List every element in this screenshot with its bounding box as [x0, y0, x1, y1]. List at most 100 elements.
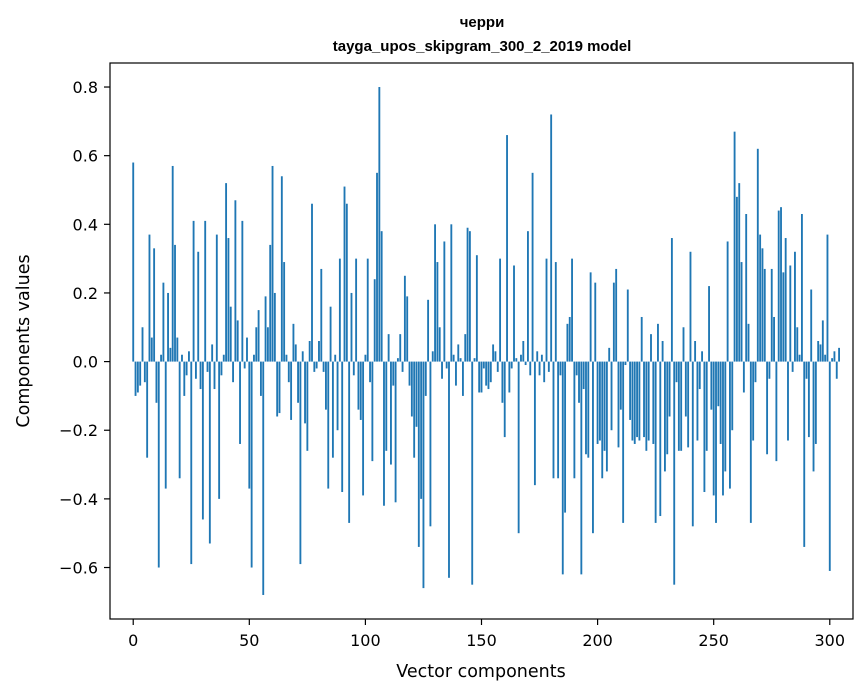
bar	[306, 361, 309, 451]
bar	[580, 361, 583, 575]
bar	[362, 361, 365, 496]
bar	[299, 361, 302, 565]
bar	[761, 248, 764, 362]
bar	[503, 361, 506, 438]
bar	[253, 354, 255, 362]
bar	[657, 323, 659, 362]
bar	[146, 361, 149, 458]
bar	[283, 262, 286, 362]
bar	[455, 361, 457, 386]
bar	[327, 361, 330, 489]
bar	[624, 361, 627, 366]
bar	[731, 361, 734, 431]
bar	[132, 162, 135, 362]
bar	[803, 361, 806, 547]
bar	[383, 361, 385, 506]
y-tick-label: −0.2	[59, 421, 98, 440]
bar	[160, 354, 163, 362]
bar	[345, 203, 348, 362]
bar	[457, 344, 460, 362]
bar	[759, 234, 762, 362]
bar	[689, 251, 692, 362]
bar	[770, 268, 773, 362]
bar	[320, 268, 323, 362]
bar	[143, 361, 146, 383]
bar	[603, 361, 606, 451]
bar	[315, 361, 318, 369]
bar	[712, 361, 715, 496]
bar	[385, 361, 388, 451]
bar	[622, 361, 625, 523]
bar	[596, 361, 599, 444]
bar	[807, 361, 810, 438]
bar	[559, 361, 562, 376]
bar	[496, 361, 499, 372]
bar	[494, 351, 497, 362]
bar	[733, 131, 736, 362]
bar	[448, 361, 450, 578]
bar	[726, 241, 729, 362]
bar	[691, 361, 694, 527]
bar	[545, 258, 548, 362]
bar	[250, 361, 253, 568]
bar	[585, 361, 587, 455]
bar	[174, 244, 176, 362]
bar	[239, 361, 241, 444]
x-tick-label: 0	[128, 631, 138, 650]
bar	[185, 361, 188, 376]
bar	[582, 361, 585, 390]
bar	[406, 296, 409, 362]
bar	[318, 341, 320, 362]
bar	[218, 361, 221, 499]
bar	[527, 231, 529, 362]
bar	[331, 361, 334, 458]
bar	[515, 358, 518, 362]
bar	[636, 361, 638, 438]
bar	[352, 361, 355, 376]
bar	[773, 316, 775, 362]
bar	[475, 255, 478, 362]
bar	[696, 361, 699, 441]
bar	[540, 354, 543, 362]
bar	[664, 361, 666, 472]
bar	[756, 148, 759, 362]
bar	[499, 258, 502, 362]
bar	[566, 323, 569, 362]
bar	[171, 165, 174, 362]
bar	[640, 316, 643, 362]
bar	[396, 358, 399, 362]
bar	[169, 347, 172, 362]
bar	[643, 361, 645, 438]
bar	[638, 361, 641, 441]
bar	[812, 361, 815, 472]
bar	[364, 354, 367, 362]
bar	[752, 361, 755, 441]
bar	[183, 361, 186, 396]
bar	[550, 114, 553, 362]
bar	[178, 361, 181, 479]
bar	[294, 344, 297, 362]
bar	[675, 361, 678, 383]
x-tick-label: 150	[466, 631, 497, 650]
y-tick-label: −0.4	[59, 490, 98, 509]
bar	[464, 334, 467, 362]
bar	[301, 351, 304, 362]
bar	[838, 347, 840, 362]
bar	[157, 361, 160, 568]
bar	[617, 361, 620, 448]
bar	[190, 361, 193, 565]
bar	[650, 334, 652, 362]
bar	[554, 262, 557, 362]
bar	[264, 296, 267, 362]
bar	[410, 361, 413, 417]
bar	[241, 220, 244, 362]
bar	[487, 361, 490, 390]
bar	[366, 258, 369, 362]
bar	[722, 361, 724, 496]
bar	[601, 361, 604, 479]
bar	[211, 344, 214, 362]
bar	[136, 361, 139, 393]
x-tick-label: 250	[698, 631, 729, 650]
y-tick-label: −0.6	[59, 559, 98, 578]
bar	[401, 361, 404, 372]
